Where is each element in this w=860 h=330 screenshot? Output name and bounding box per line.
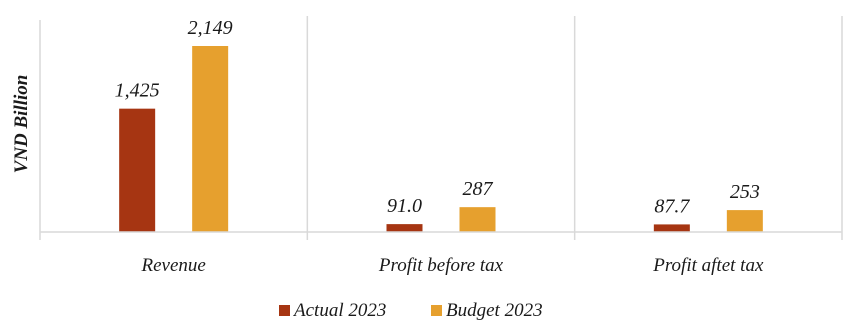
value-labels-group: 1,425 2,149 91.0 287 87.7 253	[115, 17, 760, 217]
category-dividers	[39, 16, 843, 240]
bar	[726, 210, 763, 232]
legend-label: Budget 2023	[446, 300, 543, 321]
legend-swatch	[431, 305, 442, 316]
bar	[192, 46, 229, 232]
legend: Actual 2023 Budget 2023	[279, 300, 543, 321]
value-label: 2,149	[188, 17, 233, 39]
bar	[653, 224, 690, 232]
legend-swatch	[279, 305, 290, 316]
bar	[119, 108, 156, 232]
category-label: Profit aftet tax	[652, 255, 764, 276]
category-labels-group: Revenue Profit before tax Profit aftet tax	[140, 255, 763, 276]
value-label: 1,425	[115, 80, 160, 102]
value-label: 287	[463, 178, 494, 200]
y-axis-label: VND Billion	[11, 75, 32, 174]
value-label: 91.0	[387, 195, 422, 217]
value-label: 87.7	[654, 195, 690, 217]
bar	[459, 207, 496, 232]
value-label: 253	[730, 181, 760, 203]
bars-group	[119, 46, 763, 232]
bar	[386, 224, 423, 232]
legend-label: Actual 2023	[292, 300, 386, 321]
category-label: Revenue	[140, 255, 205, 276]
category-label: Profit before tax	[378, 255, 504, 276]
